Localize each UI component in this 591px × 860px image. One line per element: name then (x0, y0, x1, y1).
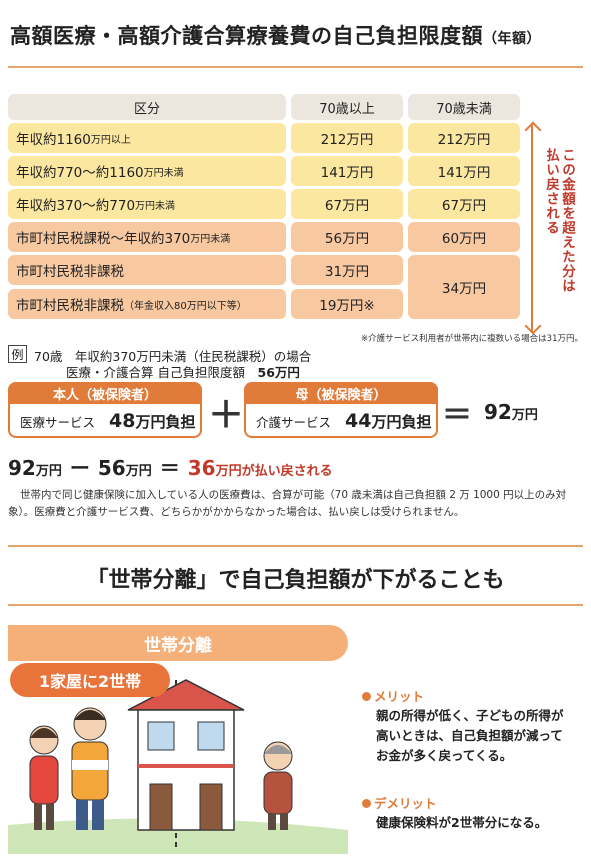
side-note-col1: この金額を超えた分は (559, 148, 575, 293)
table-cell-under70: 141万円 (408, 156, 520, 186)
table-row-label: 市町村民税非課税 (8, 255, 286, 285)
household-illustration (8, 679, 348, 854)
header-under70: 70歳未満 (408, 94, 520, 120)
table-cell-over70: 212万円 (291, 123, 403, 153)
table-row-label: 年収約370〜約770 万円未満 (8, 189, 286, 219)
table-row-label: 市町村民税非課税 （年金収入80万円以下等） (8, 289, 286, 319)
equals-sign: ＝ (442, 398, 472, 433)
example-line1: 70歳 年収約370万円未満（住民税課税）の場合 (34, 349, 312, 364)
table-row-label: 年収約1160 万円以上 (8, 123, 286, 153)
title-divider (8, 66, 583, 68)
merit-text: 親の所得が低く、子どもの所得が 高いときは、自己負担額が減って お金が多く戻って… (376, 708, 564, 763)
person2-title: 母（被保険者） (244, 382, 438, 404)
table-cell-over70: 31万円 (291, 255, 403, 285)
merit-label: メリット (362, 686, 424, 705)
table-row-label: 年収約770〜約1160 万円未満 (8, 156, 286, 186)
header-over70: 70歳以上 (291, 94, 403, 120)
bullet-dot-icon (362, 692, 371, 701)
table-cell-over70: 141万円 (291, 156, 403, 186)
page-title: 高額医療・高額介護合算療養費の自己負担限度額（年額） (10, 24, 541, 48)
table-cell-over70: 19万円※ (291, 289, 403, 319)
section-divider-top (8, 545, 583, 547)
demerit-label: デメリット (362, 793, 437, 812)
plus-sign: ＋ (208, 395, 245, 436)
person1-service: 医療サービス (20, 415, 96, 430)
table-footnote: ※介護サービス利用者が世帯内に複数いる場合は31万円。 (361, 334, 583, 344)
table-cell-under70: 67万円 (408, 189, 520, 219)
section-divider-bottom (8, 604, 583, 606)
person1-title: 本人（被保険者） (8, 382, 202, 404)
table-cell-under70-merged: 34万円 (408, 255, 520, 319)
person2-box: 母（被保険者） 介護サービス 44万円負担 (244, 382, 438, 438)
table-cell-under70: 212万円 (408, 123, 520, 153)
person2-service: 介護サービス (256, 415, 332, 430)
total-amount: 92万円 (484, 400, 538, 424)
table-cell-under70: 60万円 (408, 222, 520, 252)
table-cell-over70: 56万円 (291, 222, 403, 252)
example-mark: 例 (8, 345, 27, 363)
person1-amount: 48万円負担 (109, 410, 196, 432)
explanation-paragraph: 世帯内で同じ健康保険に加入している人の医療費は、合算が可能（70 歳未満は自己負… (8, 489, 567, 518)
example-line2: 医療・介護合算 自己負担限度額 56万円 (66, 365, 300, 380)
bullet-dot-icon (362, 799, 371, 808)
range-arrow-icon (531, 124, 533, 332)
section-heading: 「世帯分離」で自己負担額が下がることも (86, 568, 505, 593)
person1-box: 本人（被保険者） 医療サービス 48万円負担 (8, 382, 202, 438)
household-pill: 1家屋に2世帯 (10, 663, 170, 697)
demerit-text: 健康保険料が2世帯分になる。 (376, 815, 548, 830)
side-note-col2: 払い戻される (543, 148, 559, 235)
table-row-label: 市町村民税課税〜年収約370 万円未満 (8, 222, 286, 252)
calculation-line: 92 万円 ー 56 万円 ＝ 36 万円が払い戻される (8, 456, 333, 480)
table-cell-over70: 67万円 (291, 189, 403, 219)
header-category: 区分 (8, 94, 286, 120)
separation-banner: 世帯分離 (8, 625, 348, 661)
person2-amount: 44万円負担 (345, 410, 432, 432)
